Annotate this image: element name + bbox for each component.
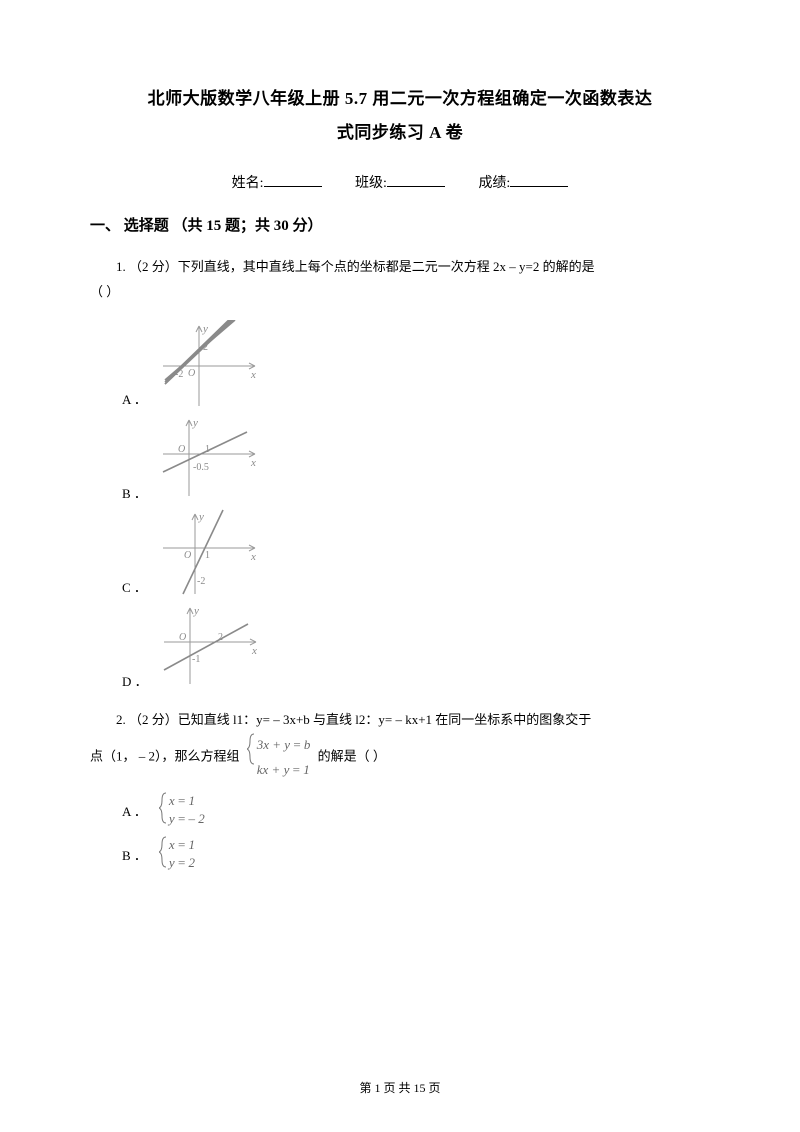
svg-text:O: O: [184, 550, 191, 561]
q1-text-cont: （ ）: [90, 280, 710, 305]
graph-icon: y x O 2 -1: [156, 602, 268, 694]
svg-text:2: 2: [218, 632, 223, 643]
section-1-heading: 一、 选择题 （共 15 题；共 30 分）: [90, 214, 710, 235]
option-label: C ．: [122, 577, 147, 600]
student-info-line: 姓名: 班级: 成绩:: [90, 172, 710, 192]
svg-text:O: O: [178, 444, 185, 455]
class-blank[interactable]: [387, 186, 445, 187]
svg-text:x: x: [250, 551, 256, 563]
q1-option-a[interactable]: A ． y x O 2 -2: [122, 320, 710, 412]
graph-icon: y x O 1 -0.5: [155, 414, 267, 506]
svg-text:y: y: [193, 605, 199, 617]
q2-option-a[interactable]: A ． x = 1 y = – 2: [122, 792, 710, 828]
q2-text: 2. （2 分）已知直线 l1：y= – 3x+b 与直线 l2：y= – kx…: [90, 708, 710, 733]
q2-text-c: 的解是（ ）: [318, 749, 386, 764]
q2-text-b: 点（1， – 2），那么方程组: [90, 749, 243, 764]
svg-text:2: 2: [203, 342, 208, 353]
equation-solution: x = 1 y = 2: [159, 836, 195, 872]
svg-text:O: O: [179, 632, 186, 643]
graph-icon: y x O 2 -2: [155, 320, 267, 412]
svg-text:-2: -2: [197, 576, 205, 587]
svg-text:x: x: [251, 645, 257, 657]
svg-text:O: O: [188, 368, 195, 379]
svg-text:-0.5: -0.5: [193, 462, 209, 473]
option-label: D ．: [122, 671, 148, 694]
class-label: 班级:: [355, 176, 387, 191]
equation-system: 3x + y = b kx + y = 1: [247, 733, 311, 782]
title-line-2: 式同步练习 A 卷: [90, 116, 710, 150]
svg-text:-1: -1: [192, 654, 200, 665]
score-label: 成绩:: [478, 176, 510, 191]
svg-text:1: 1: [205, 550, 210, 561]
svg-text:-2: -2: [175, 369, 183, 380]
option-label: A ．: [122, 389, 147, 412]
name-label: 姓名:: [232, 176, 264, 191]
q1-option-c[interactable]: C ． y x O 1 -2: [122, 508, 710, 600]
svg-text:y: y: [202, 323, 208, 335]
page-number: 第 1 页 共 15 页: [0, 1079, 800, 1096]
equation-solution: x = 1 y = – 2: [159, 792, 205, 828]
q1-text: 1. （2 分）下列直线，其中直线上每个点的坐标都是二元一次方程 2x – y=…: [90, 255, 710, 280]
svg-text:1: 1: [205, 444, 210, 455]
svg-text:y: y: [198, 511, 204, 523]
svg-text:y: y: [192, 417, 198, 429]
name-blank[interactable]: [264, 186, 322, 187]
svg-text:x: x: [250, 369, 256, 381]
svg-text:x: x: [250, 457, 256, 469]
q2-option-b[interactable]: B ． x = 1 y = 2: [122, 836, 710, 872]
title-line-1: 北师大版数学八年级上册 5.7 用二元一次方程组确定一次函数表达: [90, 82, 710, 116]
q1-option-b[interactable]: B ． y x O 1 -0.5: [122, 414, 710, 506]
option-label: B ．: [122, 845, 147, 864]
score-blank[interactable]: [510, 186, 568, 187]
q2-text-cont: 点（1， – 2），那么方程组 3x + y = b kx + y = 1 的解…: [90, 733, 710, 782]
q1-option-d[interactable]: D ． y x O 2 -1: [122, 602, 710, 694]
option-label: B ．: [122, 483, 147, 506]
graph-icon: y x O 1 -2: [155, 508, 267, 600]
option-label: A ．: [122, 801, 147, 820]
